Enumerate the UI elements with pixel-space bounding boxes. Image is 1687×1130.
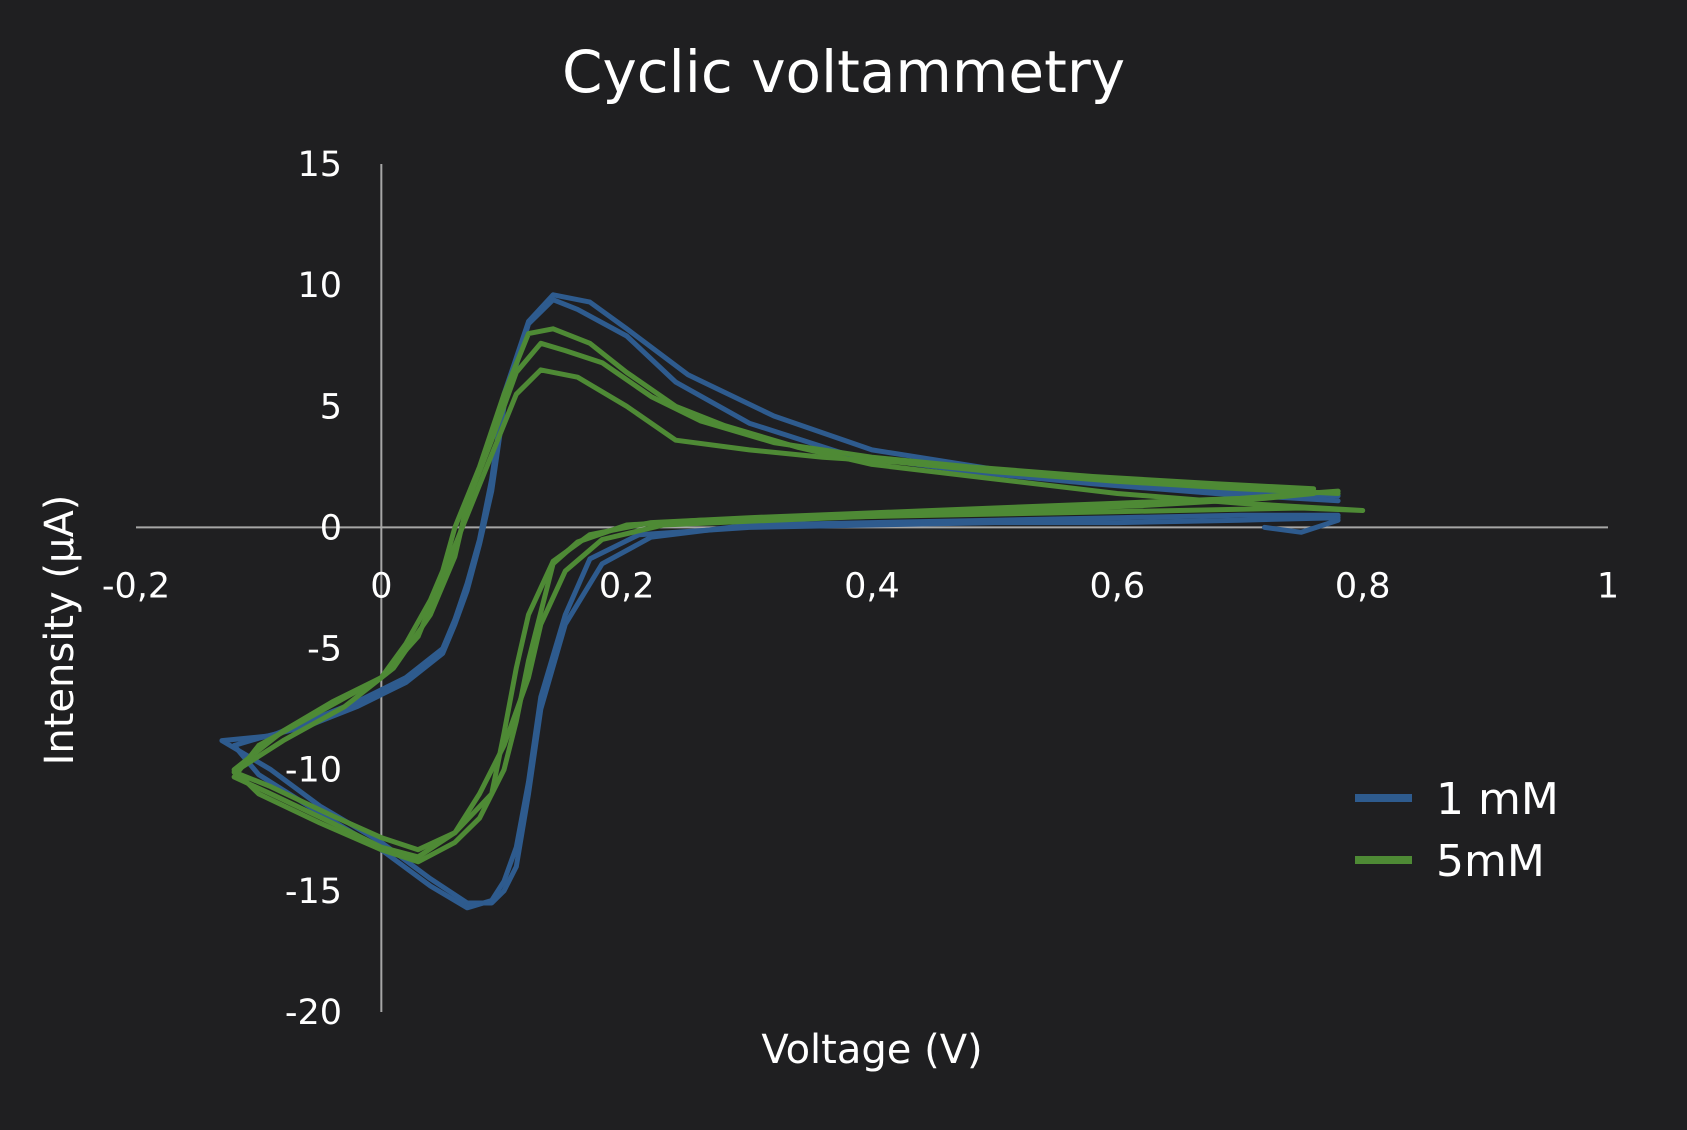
series-line bbox=[231, 297, 1341, 911]
y-tick-label: -5 bbox=[307, 630, 342, 670]
chart-title: Cyclic voltammetry bbox=[561, 38, 1126, 106]
y-tick-label: 15 bbox=[297, 145, 342, 185]
y-tick-label: 5 bbox=[320, 387, 342, 427]
legend: 1 mM 5mM bbox=[1355, 774, 1559, 887]
x-tick-label: 1 bbox=[1597, 566, 1619, 606]
y-tick-label: -10 bbox=[285, 751, 342, 791]
series-layer bbox=[219, 292, 1366, 911]
series-line bbox=[1262, 517, 1341, 535]
x-tick-label: 0,8 bbox=[1335, 566, 1391, 606]
legend-label: 5mM bbox=[1436, 836, 1545, 887]
y-tick-label: -20 bbox=[285, 993, 342, 1033]
x-tick-label: 0,2 bbox=[599, 566, 655, 606]
x-tick-label: 0 bbox=[370, 566, 392, 606]
tick-labels: -0,2 0 0,2 0,4 0,6 0,8 1 15 10 5 0 -5 -10 -15 -20 bbox=[102, 145, 1619, 1033]
series-line bbox=[231, 340, 1317, 853]
x-tick-label: 0,4 bbox=[844, 566, 900, 606]
x-axis-title: Voltage (V) bbox=[761, 1027, 982, 1073]
y-axis-title: Intensity (µA) bbox=[37, 495, 83, 766]
series-2 bbox=[231, 326, 1366, 865]
y-tick-label: 0 bbox=[320, 508, 342, 548]
y-tick-label: -15 bbox=[285, 872, 342, 912]
x-tick-label: -0,2 bbox=[102, 566, 170, 606]
y-tick-label: 10 bbox=[297, 266, 342, 306]
legend-label: 1 mM bbox=[1436, 774, 1559, 825]
x-tick-label: 0,6 bbox=[1089, 566, 1145, 606]
series-1 bbox=[219, 292, 1341, 911]
series-line bbox=[231, 326, 1366, 865]
